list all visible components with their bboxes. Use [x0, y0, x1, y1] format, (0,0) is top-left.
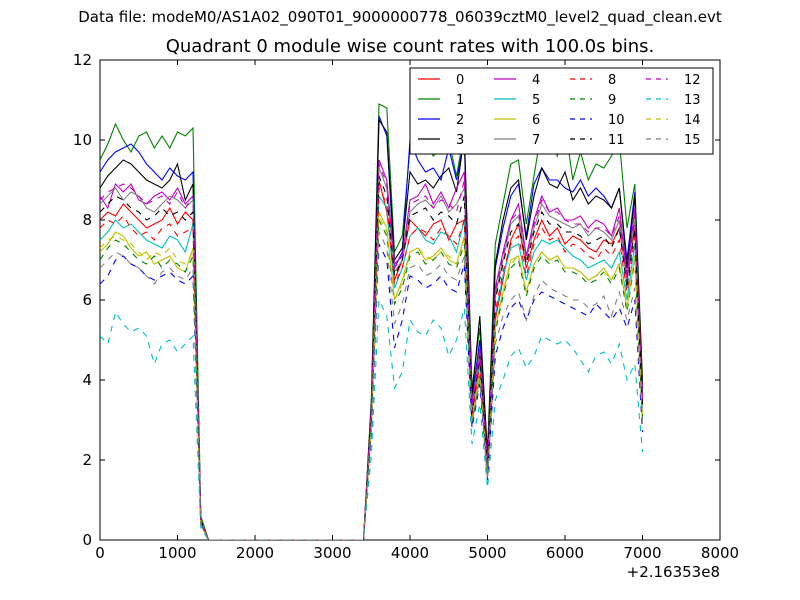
series-line-7 — [100, 167, 644, 540]
series-line-8 — [100, 187, 644, 540]
series-line-9 — [100, 219, 644, 540]
series-line-15 — [100, 231, 644, 540]
legend-label-12: 12 — [684, 73, 701, 88]
legend-label-3: 3 — [456, 133, 464, 148]
x-tick-label: 4000 — [391, 544, 429, 562]
legend-label-6: 6 — [532, 113, 540, 128]
series-line-13 — [100, 299, 644, 540]
plot-title: Quadrant 0 module wise count rates with … — [165, 36, 655, 57]
x-tick-label: 8000 — [701, 544, 739, 562]
legend-label-0: 0 — [456, 73, 464, 88]
series-line-10 — [100, 243, 644, 540]
series-line-12 — [100, 163, 644, 540]
x-tick-label: 1000 — [158, 544, 196, 562]
y-tick-label: 4 — [82, 371, 92, 389]
y-tick-label: 8 — [82, 211, 92, 229]
x-tick-label: 6000 — [546, 544, 584, 562]
series-line-0 — [100, 179, 644, 540]
series-line-4 — [100, 159, 644, 540]
x-tick-label: 5000 — [468, 544, 506, 562]
legend-label-13: 13 — [684, 93, 701, 108]
legend-label-1: 1 — [456, 93, 464, 108]
y-tick-label: 0 — [82, 531, 92, 549]
legend-label-9: 9 — [608, 93, 616, 108]
legend-label-4: 4 — [532, 73, 540, 88]
y-tick-label: 12 — [73, 51, 92, 69]
x-tick-label: 2000 — [236, 544, 274, 562]
legend-label-2: 2 — [456, 113, 464, 128]
legend-label-11: 11 — [608, 133, 625, 148]
x-tick-label: 3000 — [313, 544, 351, 562]
y-tick-label: 2 — [82, 451, 92, 469]
legend-box — [409, 67, 714, 155]
series-line-3 — [100, 118, 644, 540]
y-tick-label: 10 — [73, 131, 92, 149]
legend-label-5: 5 — [532, 93, 540, 108]
legend-label-7: 7 — [532, 133, 540, 148]
series-line-14 — [100, 215, 644, 540]
x-offset-label: +2.16353e8 — [627, 563, 720, 581]
series-line-2 — [100, 115, 644, 540]
y-tick-label: 6 — [82, 291, 92, 309]
x-tick-label: 7000 — [623, 544, 661, 562]
legend-label-10: 10 — [608, 113, 625, 128]
legend-label-15: 15 — [684, 133, 701, 148]
legend-label-8: 8 — [608, 73, 616, 88]
series-line-5 — [100, 194, 644, 540]
legend-label-14: 14 — [684, 113, 701, 128]
x-tick-label: 0 — [95, 544, 105, 562]
data-file-title: Data file: modeM0/AS1A02_090T01_90000007… — [78, 8, 722, 26]
